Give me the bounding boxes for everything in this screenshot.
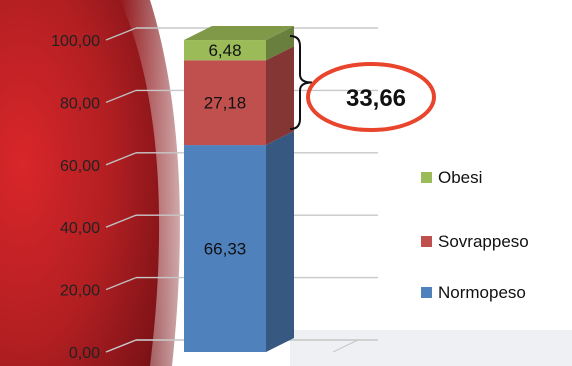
bar-top [184,26,294,41]
bar-stack [184,26,294,352]
gridline-depth [105,276,137,291]
y-tick-label: 0,00 [69,345,100,362]
bar-side-normopeso [266,131,294,352]
gridline-depth [105,89,137,104]
callout-ellipse [306,62,436,132]
legend-label-obesi: Obesi [438,168,482,187]
gridline-depth [105,27,137,41]
data-label-obesi: 6,48 [208,41,241,60]
bar-side-sovrappeso [266,46,294,146]
bar-segment-obesi [184,40,266,61]
data-labels: 66,33 27,18 6,48 [204,41,247,258]
y-tick-label: 80,00 [60,95,100,112]
bar-side-obesi [266,26,294,61]
legend-swatch-normopeso [421,287,432,298]
callout-annotation: 33,66 [289,35,436,132]
data-label-sovrappeso: 27,18 [204,94,247,113]
data-label-normopeso: 66,33 [204,240,247,259]
callout-value: 33,66 [346,85,406,112]
y-axis-ticks: 0,00 20,00 40,00 60,00 80,00 100,00 [51,33,100,362]
legend-label-sovrappeso: Sovrappeso [438,232,529,251]
y-tick-label: 100,00 [51,33,100,50]
bar-segment-sovrappeso [184,60,266,146]
gridline-depth [105,152,137,166]
legend-swatch-sovrappeso [421,236,432,247]
legend-swatch-obesi [421,172,432,183]
gridline-depth [105,214,137,228]
legend-label-normopeso: Normopeso [438,283,526,302]
legend: Obesi Sovrappeso Normopeso [421,168,529,302]
y-tick-label: 60,00 [60,158,100,175]
y-tick-label: 20,00 [60,283,100,300]
y-tick-label: 40,00 [60,220,100,237]
bar-segment-normopeso [184,145,266,352]
